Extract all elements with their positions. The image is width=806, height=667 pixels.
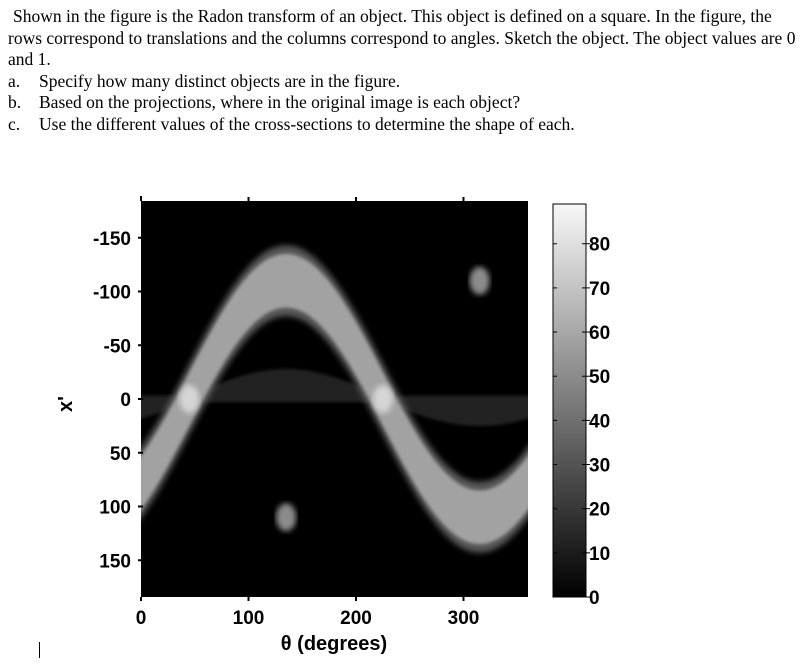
text-cursor [39,642,40,658]
colorbar-tick-label: 20 [589,500,610,521]
y-axis-label: x' [55,396,77,412]
y-tick-label: -150 [93,229,131,250]
x-tick-label: 0 [136,608,147,629]
y-tick-label: -100 [93,283,131,304]
question-item-a: a. Specify how many distinct objects are … [8,70,401,91]
colorbar-tick-label: 50 [589,367,610,388]
question-item-c: c. Use the different values of the cross-… [8,113,575,134]
colorbar-tick-label: 30 [589,456,610,477]
colorbar-tick-label: 0 [589,588,600,609]
y-tick-label: -50 [104,336,131,357]
y-tick-label: 50 [110,444,131,465]
crossing-highlight [276,503,297,532]
colorbar-tick-label: 10 [589,544,610,565]
x-tick-label: 100 [233,608,265,629]
crossing-highlight [372,385,393,413]
colorbar-tick-label: 40 [589,411,610,432]
y-tick-label: 0 [120,390,131,411]
question-text: Shown in the figure is the Radon transfo… [8,6,803,135]
y-axis-ticks: -150 -100 -50 0 50 100 150 [93,196,143,572]
sinogram-bands [141,245,528,553]
x-axis-ticks: 0 100 200 300 [136,197,480,629]
bright-band [141,253,528,545]
colorbar-ticks: 0 10 20 30 40 50 60 70 80 [553,235,610,609]
question-intro: Shown in the figure is the Radon transfo… [8,6,796,69]
colorbar-tick-label: 60 [589,323,610,344]
sinogram-figure: x' θ (degrees) -150 -100 -50 0 50 100 150 0 100… [0,180,806,662]
question-list: a. Specify how many distinct objects are … [8,71,803,136]
colorbar-tick-label: 80 [589,235,610,256]
question-item-b: b. Based on the projections, where in the… [8,92,521,112]
y-tick-label: 150 [99,551,131,572]
colorbar [552,203,587,598]
x-tick-label: 200 [340,608,372,629]
crossing-highlight [469,266,490,295]
y-tick-label: 100 [99,498,131,519]
x-tick-label: 300 [448,608,480,629]
crossing-highlight [179,385,200,413]
x-axis-label: θ (degrees) [281,633,387,655]
faint-center-band [141,368,528,427]
colorbar-tick-label: 70 [589,279,610,300]
